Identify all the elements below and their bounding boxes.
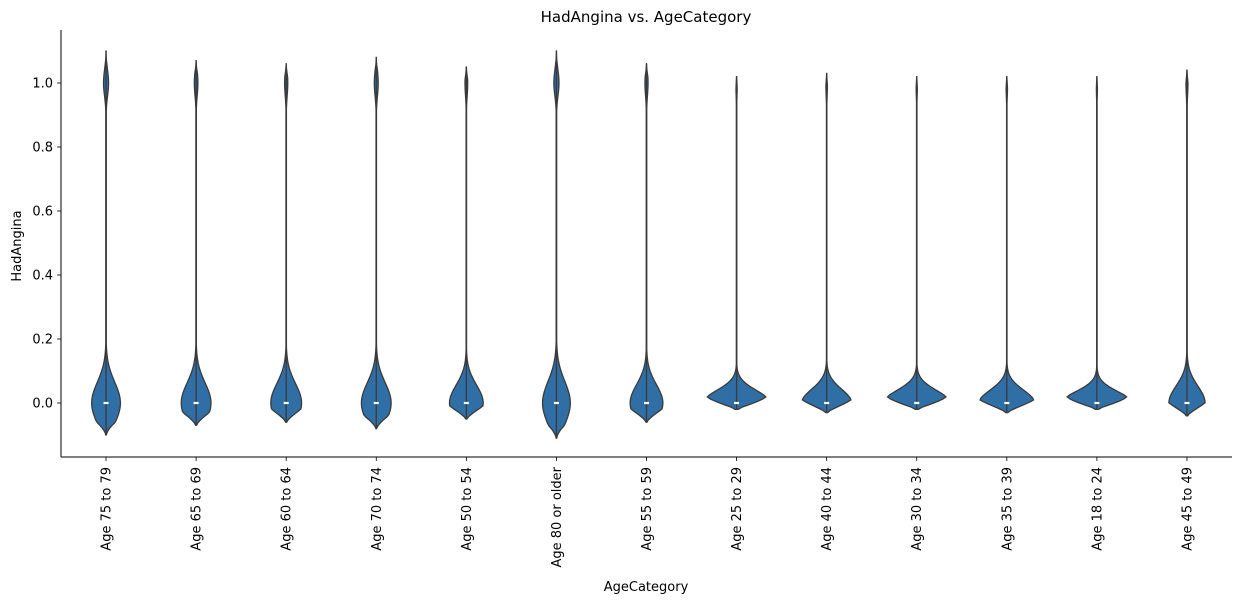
y-axis-label: HadAngina [10,210,25,281]
x-tick-label: Age 45 to 49 [1180,467,1195,551]
y-tick-label: 1.0 [32,77,53,92]
x-axis-label: AgeCategory [604,580,689,595]
x-ticks: Age 75 to 79 Age 65 to 69 Age 60 to 64 Age … [100,457,1195,568]
chart-title: HadAngina vs. AgeCategory [541,8,752,26]
x-tick-label: Age 55 to 59 [640,467,655,551]
x-tick-label: Age 80 or older [550,466,565,567]
x-tick-label: Age 65 to 69 [190,467,205,551]
violins-group [91,50,1206,439]
y-ticks: 0.0 0.2 0.4 0.6 0.8 1.0 [32,77,61,412]
x-tick-label: Age 50 to 54 [460,467,475,551]
x-tick-label: Age 40 to 44 [820,467,835,551]
y-tick-label: 0.2 [32,333,53,348]
x-tick-label: Age 30 to 34 [910,467,925,551]
x-tick-label: Age 70 to 74 [370,467,385,551]
y-tick-label: 0.0 [32,397,53,412]
y-tick-label: 0.6 [32,205,53,220]
x-tick-label: Age 18 to 24 [1090,467,1105,551]
y-tick-label: 0.4 [32,269,53,284]
x-tick-label: Age 75 to 79 [100,467,115,551]
x-tick-label: Age 60 to 64 [280,467,295,551]
x-tick-label: Age 35 to 39 [1000,467,1015,551]
y-tick-label: 0.8 [32,141,53,156]
x-tick-label: Age 25 to 29 [730,467,745,551]
